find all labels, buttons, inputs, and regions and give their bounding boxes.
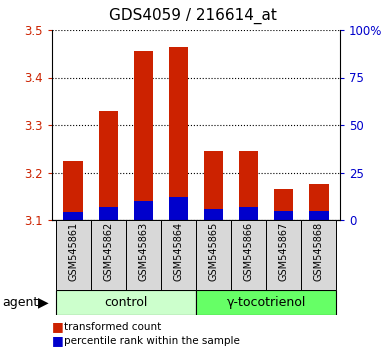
Text: GSM545863: GSM545863 — [138, 222, 148, 281]
Bar — [204, 209, 223, 220]
Bar — [169, 47, 188, 220]
Bar — [55, 220, 90, 290]
Text: percentile rank within the sample: percentile rank within the sample — [64, 336, 240, 346]
Bar — [309, 211, 328, 220]
Bar — [161, 220, 196, 290]
Text: GSM545866: GSM545866 — [244, 222, 254, 281]
Text: ▶: ▶ — [38, 296, 49, 309]
Text: GSM545867: GSM545867 — [279, 222, 289, 281]
Text: ■: ■ — [52, 320, 64, 333]
Bar — [196, 220, 231, 290]
Bar — [99, 207, 118, 220]
Bar — [204, 151, 223, 220]
Text: transformed count: transformed count — [64, 322, 161, 332]
Bar — [274, 211, 293, 220]
Text: GSM545862: GSM545862 — [103, 222, 113, 281]
Bar — [266, 220, 301, 290]
Bar — [196, 290, 336, 315]
Bar — [134, 51, 153, 220]
Text: GSM545868: GSM545868 — [314, 222, 324, 281]
Text: GSM545865: GSM545865 — [209, 222, 219, 281]
Text: GSM545861: GSM545861 — [68, 222, 78, 281]
Bar — [309, 184, 328, 220]
Bar — [126, 220, 161, 290]
Bar — [231, 220, 266, 290]
Bar — [239, 151, 258, 220]
Text: γ-tocotrienol: γ-tocotrienol — [226, 296, 306, 309]
Text: control: control — [104, 296, 147, 309]
Text: GDS4059 / 216614_at: GDS4059 / 216614_at — [109, 8, 276, 24]
Bar — [134, 201, 153, 220]
Bar — [301, 220, 336, 290]
Text: ■: ■ — [52, 335, 64, 348]
Text: agent: agent — [2, 296, 38, 309]
Bar — [64, 212, 83, 220]
Bar — [99, 111, 118, 220]
Bar — [55, 290, 196, 315]
Bar — [90, 220, 126, 290]
Text: GSM545864: GSM545864 — [173, 222, 183, 281]
Bar — [64, 161, 83, 220]
Bar — [169, 197, 188, 220]
Bar — [239, 207, 258, 220]
Bar — [274, 189, 293, 220]
